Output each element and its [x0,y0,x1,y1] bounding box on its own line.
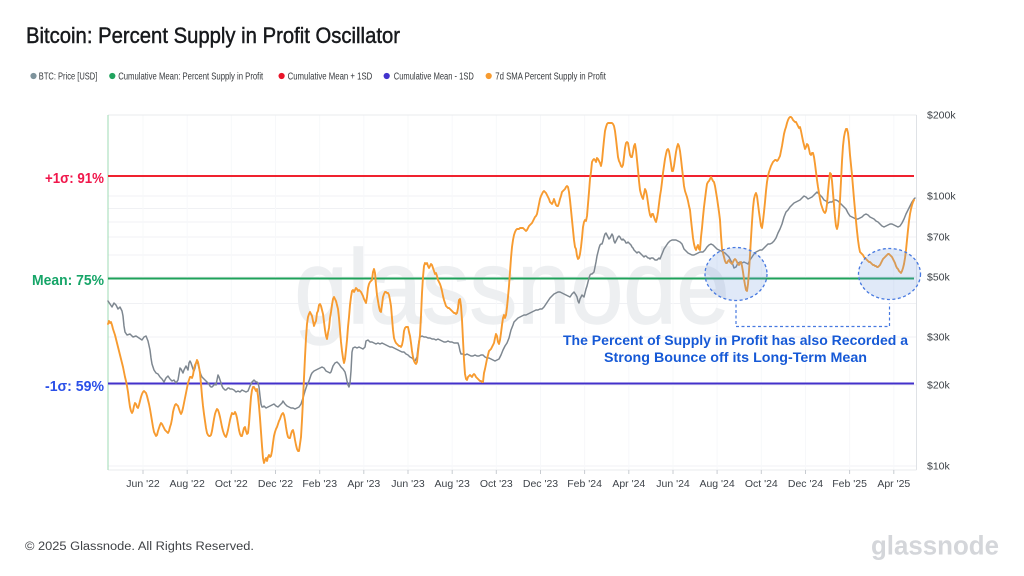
svg-text:$100k: $100k [927,191,956,203]
svg-text:Feb '23: Feb '23 [302,478,337,490]
svg-text:Strong Bounce off its Long-Ter: Strong Bounce off its Long-Term Mean [604,350,867,365]
svg-text:$30k: $30k [927,332,951,344]
svg-text:Apr '24: Apr '24 [612,478,645,490]
svg-text:$20k: $20k [927,380,951,392]
svg-text:Apr '25: Apr '25 [877,478,910,490]
svg-text:BTC: Price [USD]: BTC: Price [USD] [39,72,98,83]
svg-text:Oct '23: Oct '23 [480,478,513,490]
svg-text:+1σ: 91%: +1σ: 91% [45,170,104,187]
svg-text:Oct '22: Oct '22 [215,478,248,490]
svg-text:-1σ: 59%: -1σ: 59% [45,378,104,395]
svg-text:Aug '22: Aug '22 [170,478,205,490]
svg-text:Aug '23: Aug '23 [435,478,470,490]
svg-text:$10k: $10k [927,461,951,473]
svg-text:The Percent of Supply in Profi: The Percent of Supply in Profit has also… [563,333,909,348]
svg-text:© 2025 Glassnode. All Rights R: © 2025 Glassnode. All Rights Reserved. [25,541,254,553]
svg-text:Aug '24: Aug '24 [699,478,734,490]
svg-text:Cumulative Mean: Percent Suppl: Cumulative Mean: Percent Supply in Profi… [118,72,263,83]
svg-text:$50k: $50k [927,272,951,284]
svg-text:Cumulative Mean - 1SD: Cumulative Mean - 1SD [394,72,474,83]
svg-text:Mean: 75%: Mean: 75% [32,272,104,289]
svg-text:Dec '24: Dec '24 [788,478,823,490]
svg-text:Oct '24: Oct '24 [745,478,778,490]
svg-text:Dec '22: Dec '22 [258,478,293,490]
svg-text:Jun '23: Jun '23 [391,478,425,490]
svg-text:$70k: $70k [927,232,951,244]
svg-text:Dec '23: Dec '23 [523,478,558,490]
svg-text:Bitcoin: Percent Supply in Pro: Bitcoin: Percent Supply in Profit Oscill… [26,23,400,48]
svg-text:Feb '25: Feb '25 [832,478,867,490]
svg-text:glassnode: glassnode [871,531,999,561]
svg-text:Feb '24: Feb '24 [567,478,602,490]
svg-text:Cumulative Mean + 1SD: Cumulative Mean + 1SD [288,72,373,83]
svg-text:Jun '24: Jun '24 [656,478,690,490]
svg-text:Jun '22: Jun '22 [126,478,160,490]
svg-text:Apr '23: Apr '23 [347,478,380,490]
svg-text:7d SMA Percent Supply in Profi: 7d SMA Percent Supply in Profit [495,72,606,83]
svg-text:$200k: $200k [927,110,956,122]
